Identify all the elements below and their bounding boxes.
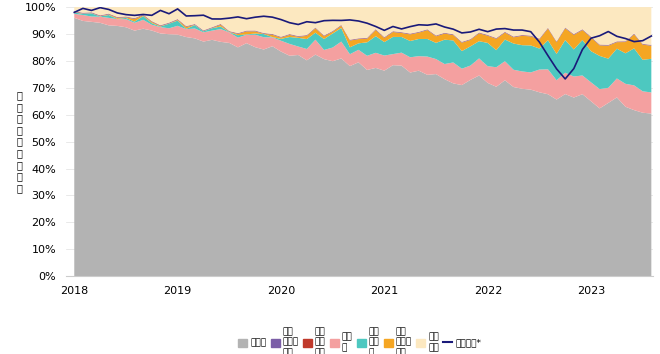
Y-axis label: 汽
车
铂
金
需
求
量
占
比: 汽 车 铂 金 需 求 量 占 比 bbox=[16, 90, 22, 193]
Legend: 汽油车, 增程
式混动
的车, 燃油
杂电
池车, 混动
车, 混型
混动
车, 插电
式混动
的车, 纯电
动车, 合铂车辆*: 汽油车, 增程 式混动 的车, 燃油 杂电 池车, 混动 车, 混型 混动 车,… bbox=[235, 324, 484, 354]
